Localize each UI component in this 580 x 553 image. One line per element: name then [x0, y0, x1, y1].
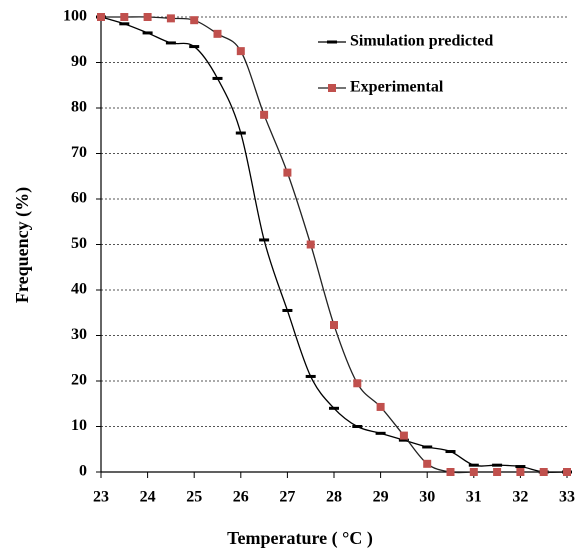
marker: [120, 13, 129, 21]
marker: [330, 321, 338, 330]
marker: [468, 463, 479, 467]
marker: [212, 76, 223, 80]
marker: [422, 445, 433, 449]
marker: [190, 16, 199, 25]
y-tick-label: 30: [71, 326, 87, 343]
marker: [119, 22, 130, 26]
marker: [493, 468, 502, 476]
legend-marker: [328, 84, 336, 92]
y-tick-label: 0: [79, 463, 87, 480]
marker: [213, 29, 222, 38]
y-tick-label: 60: [71, 190, 87, 207]
y-tick-label: 80: [71, 99, 87, 116]
marker: [399, 431, 408, 440]
x-tick-label: 26: [233, 489, 249, 506]
marker: [166, 14, 175, 23]
x-tick-label: 24: [140, 489, 156, 506]
marker: [516, 468, 525, 476]
marker: [165, 41, 176, 45]
series-line: [100, 16, 568, 474]
marker: [398, 438, 409, 442]
marker: [423, 459, 432, 468]
marker: [353, 379, 362, 388]
marker: [283, 168, 292, 177]
marker: [306, 240, 315, 249]
marker: [329, 406, 339, 410]
marker: [492, 463, 503, 467]
marker: [539, 468, 548, 476]
x-tick-label: 31: [466, 489, 482, 506]
marker: [563, 468, 571, 476]
marker: [445, 450, 456, 454]
series-line: [101, 16, 567, 474]
marker: [352, 425, 363, 428]
legend-label: Experimental: [350, 79, 444, 96]
marker: [515, 465, 526, 469]
y-axis-title: Frequency (%): [12, 187, 33, 303]
marker: [235, 131, 246, 135]
x-tick-label: 28: [326, 489, 342, 506]
y-tick-label: 70: [71, 144, 87, 161]
y-tick-label: 50: [71, 235, 87, 252]
x-axis-title: Temperature ( °C ): [227, 528, 373, 549]
marker: [446, 468, 455, 476]
y-tick-label: 100: [63, 8, 87, 25]
marker: [97, 13, 105, 21]
marker: [375, 431, 386, 435]
x-tick-label: 29: [373, 489, 389, 506]
marker: [143, 13, 152, 21]
y-tick-label: 40: [71, 281, 87, 298]
legend-label: Simulation predicted: [350, 33, 493, 50]
y-tick-label: 20: [71, 372, 87, 389]
x-tick-label: 25: [186, 489, 202, 506]
marker: [282, 308, 293, 312]
marker: [189, 45, 200, 49]
marker: [469, 468, 478, 476]
y-tick-label: 10: [71, 417, 87, 434]
y-tick-label: 90: [71, 53, 87, 70]
marker: [259, 238, 270, 242]
x-tick-label: 33: [559, 489, 575, 506]
marker: [142, 31, 153, 35]
marker: [376, 402, 385, 411]
marker: [305, 374, 316, 378]
marker: [236, 47, 245, 56]
x-tick-label: 32: [512, 489, 528, 506]
marker: [260, 110, 269, 119]
x-tick-label: 27: [279, 489, 295, 506]
x-tick-label: 30: [419, 489, 435, 506]
x-tick-label: 23: [93, 489, 109, 506]
legend-marker: [327, 40, 337, 44]
